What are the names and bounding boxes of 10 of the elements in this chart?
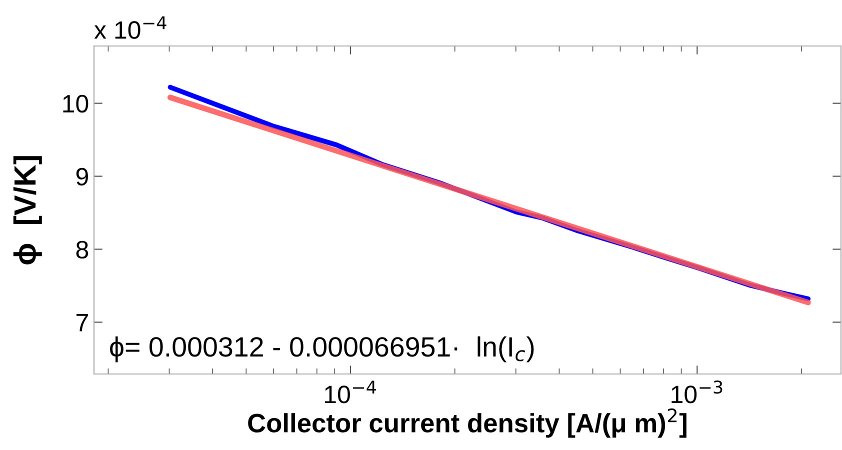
y-tick-label: 8: [76, 240, 88, 259]
x-axis-title: Collector current density [A/(μ m)$^{2}$]: [248, 408, 686, 438]
y-tick-label: 10: [63, 94, 88, 113]
text: x 10$^{−4}$: [94, 16, 166, 39]
y-tick-label: 9: [76, 168, 88, 186]
annotation: ϕ= 0.000312 - 0.000066951· ln(I$_{c}$): [110, 336, 534, 362]
y-tick-label: 7: [76, 314, 88, 332]
y-axis-title: ϕ [V/K]: [13, 156, 42, 264]
x-tick-label: 10$^{−4}$: [325, 380, 376, 404]
x-tick-label: 10$^{−3}$: [672, 380, 722, 404]
